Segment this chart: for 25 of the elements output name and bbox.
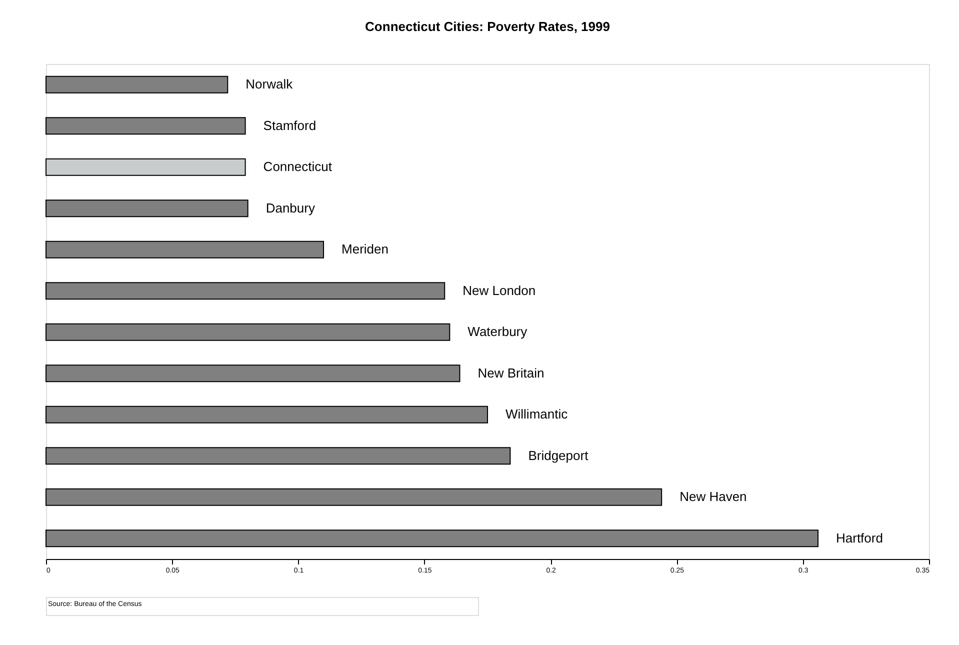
y-tick-label: Waterbury (468, 324, 528, 340)
bar (46, 282, 446, 300)
bar (46, 406, 488, 424)
y-tick-label: New London (462, 282, 536, 298)
y-tick-label: Stamford (263, 118, 316, 133)
bar (46, 240, 324, 258)
bar (46, 76, 228, 94)
y-tick-label: Danbury (266, 200, 316, 216)
y-tick-label: New Haven (680, 489, 747, 504)
bar (46, 364, 460, 382)
bar (46, 323, 450, 341)
bar (46, 447, 511, 465)
bar (46, 200, 248, 218)
y-tick-label: Bridgeport (528, 448, 589, 463)
y-tick-label: Connecticut (263, 159, 332, 174)
y-tick-label: Norwalk (246, 76, 294, 92)
y-tick-label: Willimantic (506, 406, 568, 422)
bar (46, 530, 818, 548)
y-tick-label: Meriden (342, 242, 388, 257)
bar (46, 158, 246, 176)
y-tick-label: New Britain (478, 365, 544, 380)
bar (46, 117, 246, 135)
bar (46, 488, 662, 506)
chart-title: Connecticut Cities: Poverty Rates, 1999 (365, 19, 610, 34)
y-tick-label: Hartford (836, 530, 883, 546)
